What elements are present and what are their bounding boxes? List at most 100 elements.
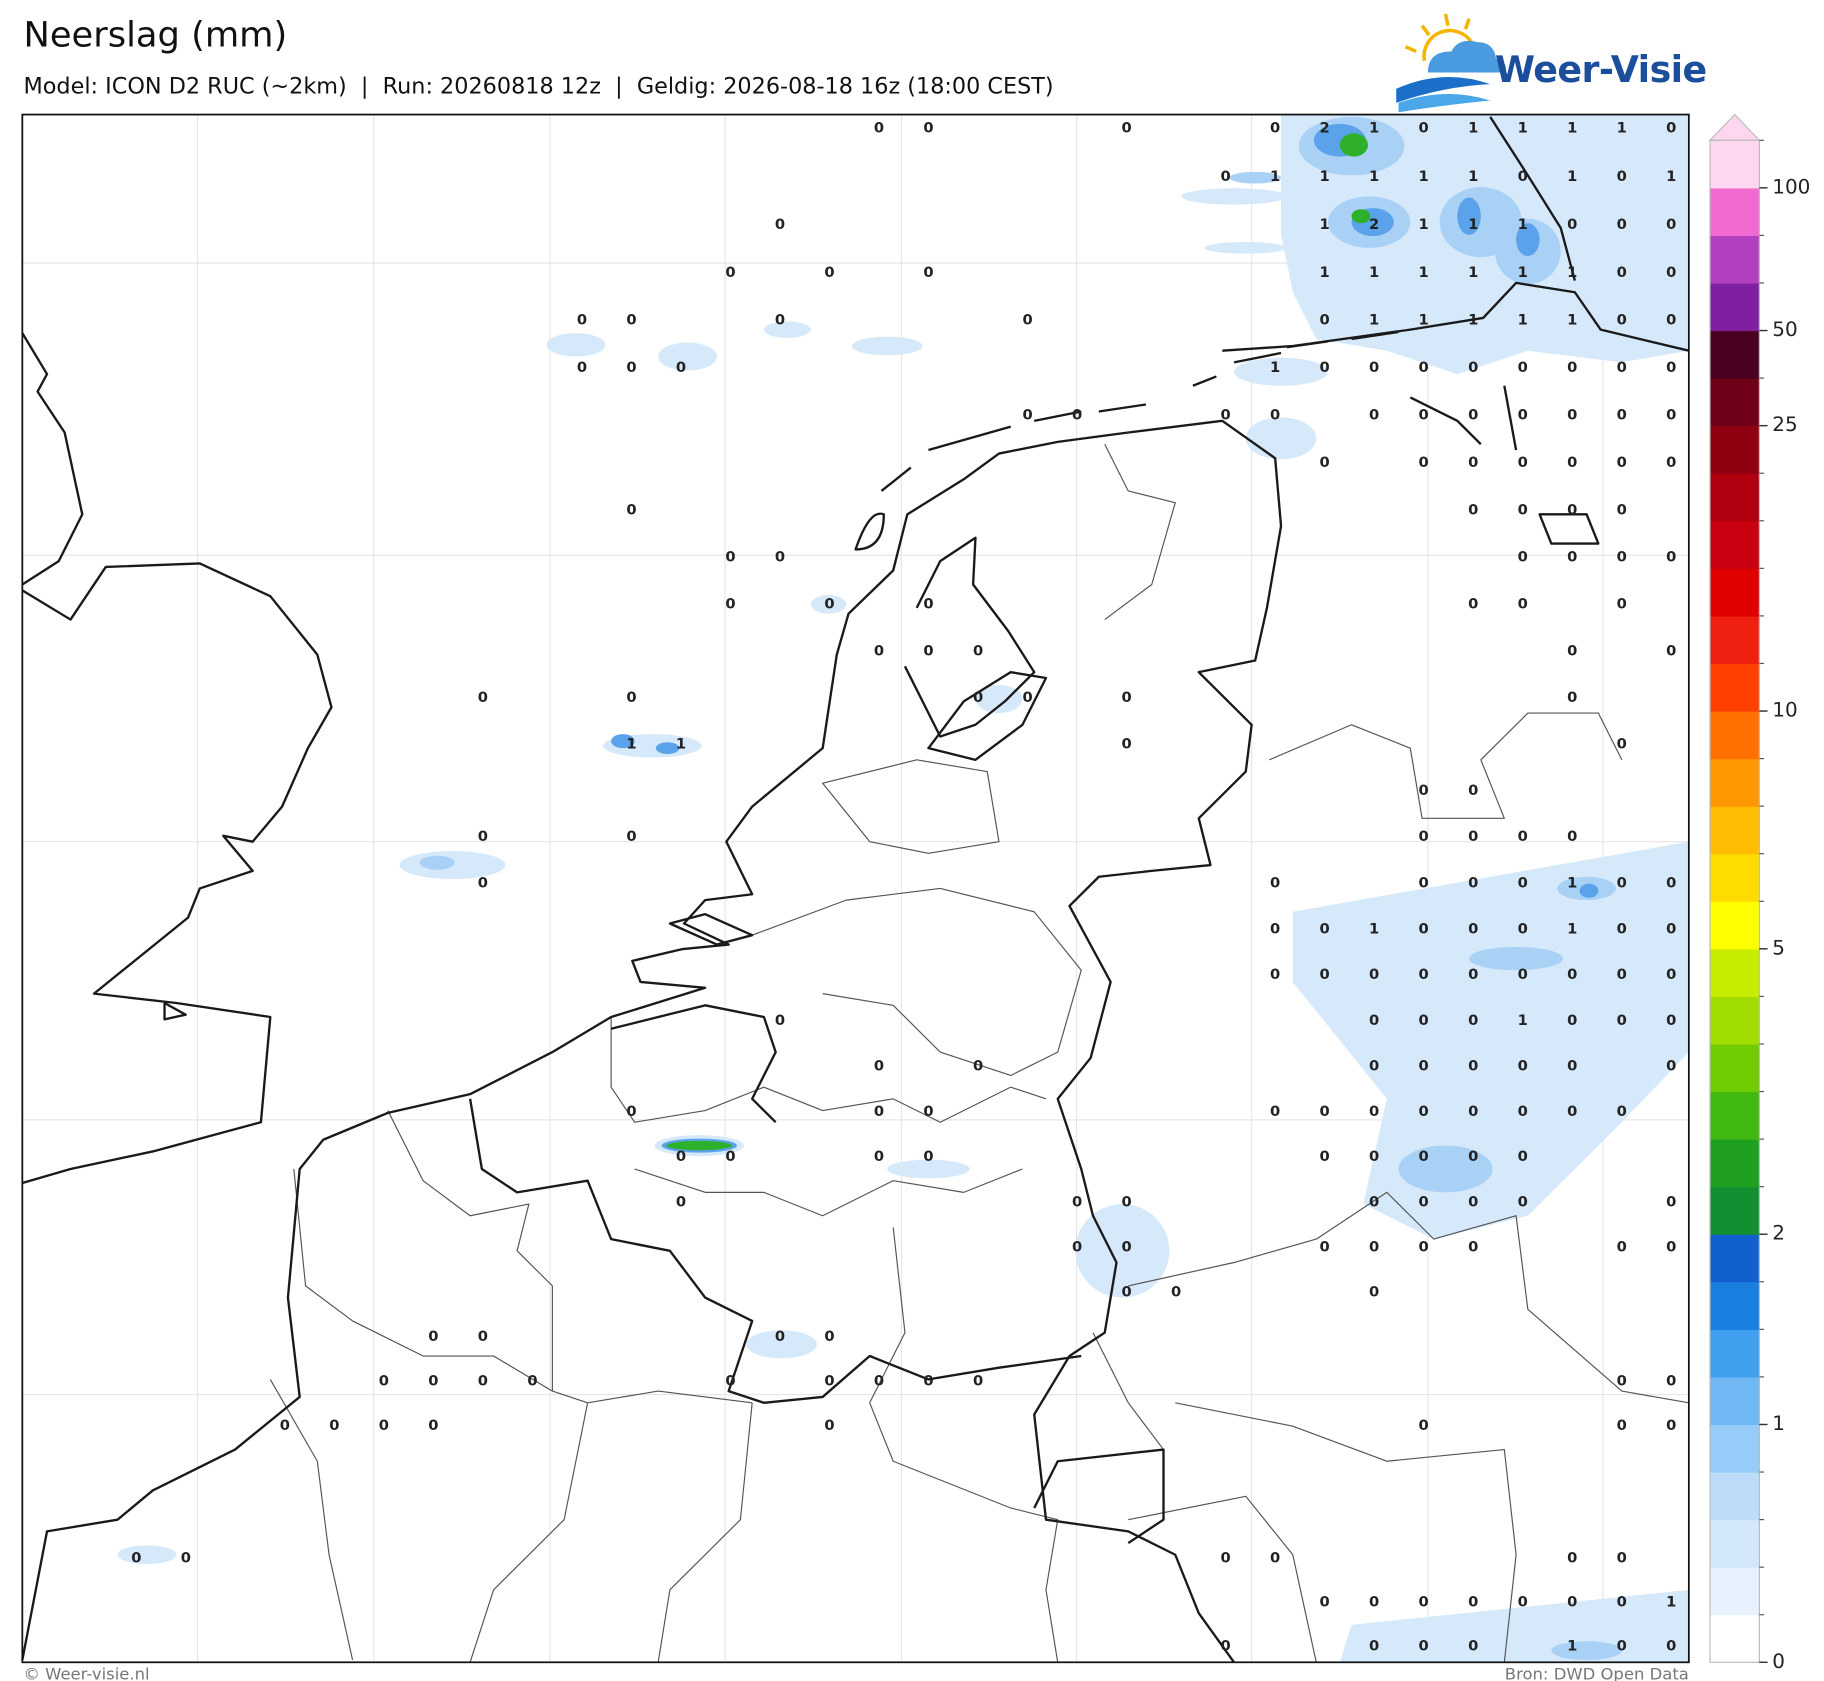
colorbar-band [1710,1376,1760,1426]
point-value: 0 [874,1373,884,1390]
point-value: 0 [1666,216,1676,233]
coastlines [21,116,1690,1663]
point-value: 0 [1518,1193,1528,1210]
point-value: 1 [1567,920,1577,937]
point-value: 1 [626,736,636,753]
point-value: 0 [725,1148,735,1165]
point-value: 0 [626,689,636,706]
point-value: 0 [1022,689,1032,706]
point-value: 1 [1468,312,1478,329]
colorbar-extension [1708,113,1761,141]
point-value: 0 [824,1328,834,1345]
point-value: 0 [874,1148,884,1165]
point-value: 1 [1419,264,1429,281]
point-value: 0 [1022,407,1032,424]
point-value: 1 [1468,168,1478,185]
point-value: 0 [824,264,834,281]
colorbar-band [1710,1472,1760,1521]
point-values: 0 0 0 0 2 1 0 1 1 1 1 0 0 1 1 1 1 1 0 1 0 1 0 1 2 1 1 1 0 0 0 0 0 0 1 1 1 1 1 1… [131,120,1676,1655]
point-value: 0 [1419,1148,1429,1165]
point-value: 0 [874,642,884,659]
point-value: 0 [1221,1637,1231,1654]
subtitle: Model: ICON D2 RUC (~2km) | Run: 2026081… [24,74,1054,100]
colorbar-band [1710,520,1760,569]
point-value: 0 [824,1373,834,1390]
colorbar-band [1710,1043,1760,1093]
point-value: 0 [775,1328,785,1345]
point-value: 1 [1518,264,1528,281]
point-value: 1 [1419,312,1429,329]
colorbar-band [1710,996,1760,1045]
point-value: 1 [1369,312,1379,329]
point-value: 0 [1617,312,1627,329]
point-value: 0 [1468,359,1478,376]
point-value: 0 [1369,1058,1379,1075]
point-value: 0 [923,1148,933,1165]
point-value: 0 [428,1328,438,1345]
point-value: 0 [1617,1103,1627,1120]
point-value: 0 [1617,359,1627,376]
colorbar-band [1710,711,1760,760]
point-value: 0 [1666,874,1676,891]
point-value: 0 [725,549,735,566]
point-value: 0 [1121,1238,1131,1255]
colorbar-band [1710,330,1760,379]
colorbar-band [1710,282,1760,332]
point-value: 0 [1666,920,1676,937]
colorbar-band [1710,1424,1760,1473]
colorbar-band [1710,140,1760,189]
point-value: 0 [1419,1058,1429,1075]
point-value: 0 [874,120,884,137]
precipitation [117,114,1689,1663]
point-value: 0 [1666,549,1676,566]
point-value: 0 [1468,1103,1478,1120]
point-value: 0 [1518,1058,1528,1075]
point-value: 0 [1567,359,1577,376]
point-value: 0 [478,689,488,706]
point-value: 0 [1617,874,1627,891]
point-value: 0 [1121,1193,1131,1210]
point-value: 0 [1518,920,1528,937]
point-value: 1 [1468,216,1478,233]
point-value: 0 [1617,216,1627,233]
point-value: 0 [1666,1193,1676,1210]
point-value: 0 [874,1058,884,1075]
colorbar-band [1710,378,1760,427]
point-value: 0 [478,828,488,845]
point-value: 0 [923,1103,933,1120]
point-value: 0 [1419,1012,1429,1029]
point-value: 0 [1369,966,1379,983]
point-value: 0 [1369,407,1379,424]
point-value: 0 [1369,359,1379,376]
point-value: 1 [1567,1637,1577,1654]
colorbar-band [1710,235,1760,284]
point-value: 0 [1567,216,1577,233]
point-value: 0 [923,1373,933,1390]
colorbar-tick-label: 100 [1772,175,1810,198]
point-value: 0 [1567,407,1577,424]
point-value: 0 [1320,359,1330,376]
point-value: 0 [1468,1637,1478,1654]
point-value: 0 [1468,966,1478,983]
point-value: 0 [1666,966,1676,983]
point-value: 0 [1518,359,1528,376]
point-value: 0 [1468,874,1478,891]
point-value: 1 [1567,120,1577,137]
point-value: 0 [923,642,933,659]
point-value: 0 [1468,1238,1478,1255]
point-value: 0 [1617,736,1627,753]
colorbar-band [1710,948,1760,997]
point-value: 0 [775,1012,785,1029]
colorbar-band [1710,568,1760,617]
point-value: 0 [1518,407,1528,424]
point-value: 0 [973,1058,983,1075]
point-value: 0 [1320,920,1330,937]
point-value: 0 [1666,1058,1676,1075]
point-value: 0 [1617,549,1627,566]
point-value: 0 [1468,1193,1478,1210]
point-value: 0 [676,1193,686,1210]
point-value: 0 [824,1417,834,1434]
point-value: 0 [1419,782,1429,799]
point-value: 0 [1468,920,1478,937]
point-value: 0 [1121,689,1131,706]
